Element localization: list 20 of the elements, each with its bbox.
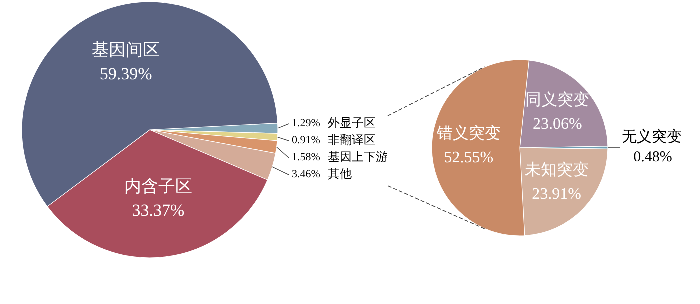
data-label: 0.91% bbox=[292, 134, 320, 147]
slice-label: 外显子区 bbox=[328, 116, 376, 130]
slice-label: 其他 bbox=[328, 166, 352, 181]
data-label: 33.37% bbox=[132, 200, 185, 220]
data-label: 59.39% bbox=[100, 64, 152, 84]
data-label: 3.46% bbox=[292, 168, 320, 181]
slice-label: 非翻译区 bbox=[328, 132, 376, 147]
slice-label: 未知突变 bbox=[524, 160, 589, 179]
data-label: 1.58% bbox=[292, 152, 320, 164]
slice-label: 内含子区 bbox=[124, 176, 192, 196]
slice-label: 同义突变 bbox=[526, 91, 590, 110]
slice-label: 基因间区 bbox=[92, 40, 160, 60]
slice-label: 错义突变 bbox=[436, 124, 501, 142]
slice-label: 基因上下游 bbox=[328, 150, 388, 164]
data-label: 1.29% bbox=[292, 118, 320, 130]
data-label: 23.91% bbox=[532, 186, 582, 203]
data-label: 52.55% bbox=[444, 149, 494, 166]
slice-label: 无义突变 bbox=[622, 128, 682, 146]
data-label: 23.06% bbox=[532, 116, 582, 134]
data-label: 0.48% bbox=[634, 149, 672, 166]
